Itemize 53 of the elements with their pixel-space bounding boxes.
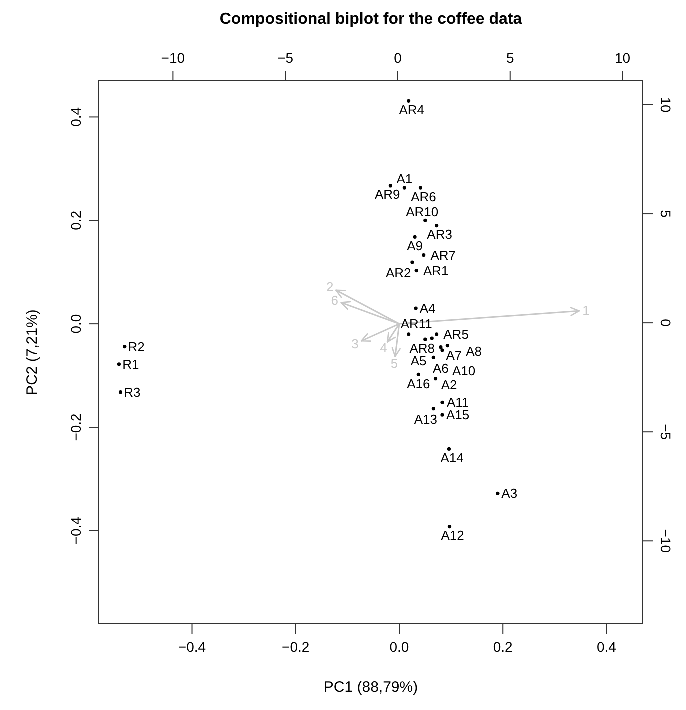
- x2-tick-label: −5: [278, 50, 294, 66]
- chart-title: Compositional biplot for the coffee data: [220, 11, 522, 28]
- data-label: AR11: [400, 316, 432, 332]
- y2-tick-label: −10: [658, 529, 674, 554]
- data-label: A6: [432, 360, 449, 376]
- data-label: A13: [414, 412, 438, 427]
- data-label: A15: [446, 408, 470, 423]
- data-label: A10: [452, 364, 476, 379]
- y-axis-title: PC2 (7,21%): [24, 310, 41, 396]
- data-label: A9: [407, 238, 423, 254]
- x-tick-label: 0.0: [390, 639, 410, 655]
- data-label: R3: [124, 384, 141, 400]
- y-tick-label: −0.4: [68, 516, 84, 545]
- data-label: AR6: [411, 189, 436, 204]
- data-label: AR2: [386, 266, 412, 281]
- data-label: A16: [407, 376, 430, 392]
- y-tick-label: −0.2: [68, 413, 84, 442]
- y-tick-label: 0.4: [68, 107, 84, 127]
- x2-tick-label: 10: [614, 50, 631, 66]
- data-label: A3: [502, 486, 518, 502]
- data-label: A1: [396, 172, 413, 187]
- data-label: AR4: [399, 102, 424, 118]
- data-label: AR7: [430, 248, 456, 263]
- x-tick-label: 0.2: [493, 639, 514, 655]
- data-label: A8: [466, 344, 482, 359]
- data-label: AR8: [410, 340, 436, 356]
- y2-tick-label: 0: [658, 319, 674, 328]
- x-tick-label: −0.4: [178, 639, 206, 655]
- x-tick-label: 0.4: [597, 639, 617, 655]
- data-label: A7: [446, 348, 462, 364]
- data-label: A14: [440, 450, 464, 466]
- data-label: R1: [122, 356, 140, 372]
- x2-tick-label: 0: [394, 50, 402, 66]
- data-label: A11: [447, 395, 470, 410]
- y-tick-label: 0.2: [68, 210, 84, 230]
- y2-tick-label: 10: [658, 97, 674, 113]
- x-tick-label: −0.2: [282, 639, 310, 655]
- data-label: A5: [410, 353, 427, 368]
- y-tick-label: 0.0: [68, 314, 84, 334]
- x-axis-title: PC1 (88,79%): [324, 679, 418, 696]
- x2-tick-label: −10: [161, 50, 186, 66]
- data-label: AR5: [444, 326, 469, 342]
- data-label: A2: [441, 377, 458, 392]
- data-label: AR9: [375, 187, 400, 202]
- y2-tick-label: 5: [658, 210, 674, 218]
- data-label: A12: [441, 528, 464, 544]
- data-label: R2: [128, 339, 145, 354]
- data-label: AR10: [406, 204, 439, 220]
- x2-tick-label: 5: [506, 50, 514, 66]
- y2-tick-label: −5: [658, 424, 674, 440]
- data-label: AR3: [427, 227, 452, 242]
- data-label: AR1: [423, 263, 449, 278]
- data-label: A4: [420, 301, 436, 316]
